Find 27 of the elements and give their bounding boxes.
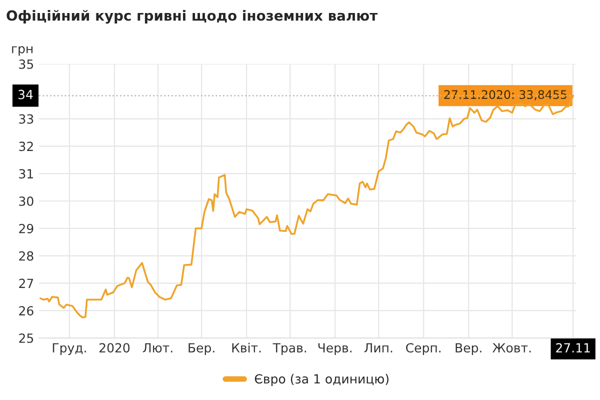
x-tick-label: Жовт.: [492, 343, 531, 353]
x-tick-label: Груд.: [52, 343, 86, 355]
annotation: 27.11.2020: 33,8455: [444, 90, 567, 100]
y-tick-label: 25: [19, 333, 34, 343]
x-tick-label: Лип.: [364, 343, 392, 352]
y-tick-label: 29: [19, 224, 34, 234]
ref-line-label: 34: [18, 90, 33, 100]
y-tick-label: 35: [19, 59, 34, 69]
x-tick-label: 27.11: [556, 343, 590, 352]
x-tick-label: Лют.: [142, 343, 172, 353]
y-tick-label: 32: [19, 142, 33, 152]
y-tick-label: 31: [19, 169, 33, 179]
x-tick-label: Трав.: [272, 343, 306, 355]
x-tick-label: Черв.: [318, 343, 352, 355]
y-axis-title: грн: [12, 46, 32, 56]
y-tick-label: 33: [19, 114, 34, 124]
x-tick-label: Серп.: [406, 343, 441, 355]
x-tick-label: Вер.: [456, 343, 482, 355]
y-tick-label: 27: [19, 278, 34, 288]
legend-label: Євро (за 1 одиницю): [254, 374, 388, 386]
x-tick-label: Квіт.: [232, 342, 261, 352]
x-tick-label: Бер.: [188, 343, 214, 355]
chart-title: Офіційний курс гривні щодо іноземних валют: [6, 10, 378, 24]
y-tick-label: 30: [19, 196, 34, 206]
x-tick-label: 2020: [99, 343, 130, 353]
y-tick-label: 26: [19, 306, 34, 316]
y-tick-label: 28: [19, 251, 34, 261]
